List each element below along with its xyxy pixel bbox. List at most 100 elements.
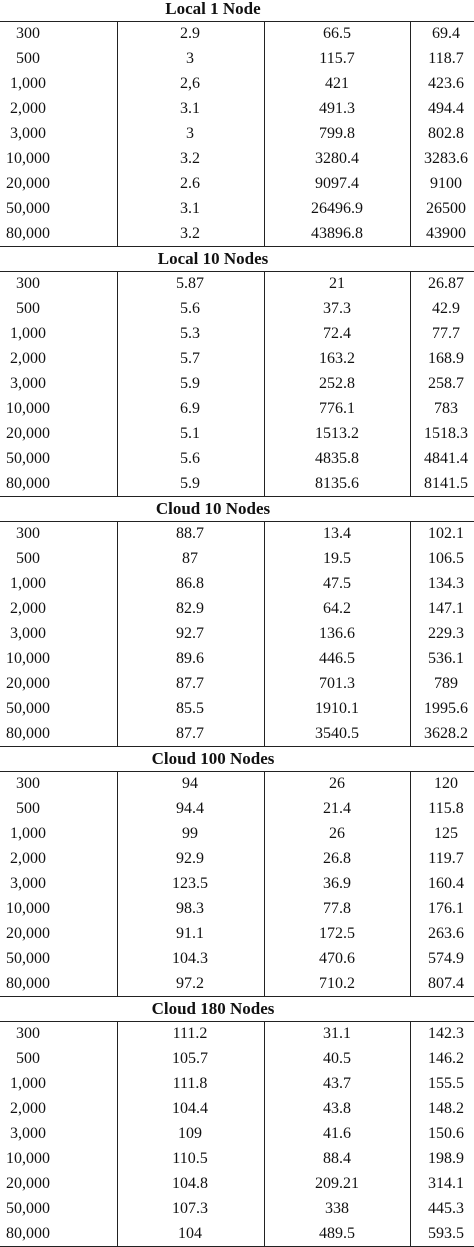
table-cell: 36.9 bbox=[323, 875, 351, 892]
column-rule bbox=[264, 771, 265, 996]
table-cell: 209.21 bbox=[315, 1175, 359, 1192]
table-cell: 106.5 bbox=[428, 550, 464, 567]
table-cell: 5.1 bbox=[180, 425, 200, 442]
column-rule bbox=[264, 1021, 265, 1246]
table-cell: 5.9 bbox=[180, 475, 200, 492]
table-cell: 104.4 bbox=[172, 1100, 208, 1117]
column-rule bbox=[117, 271, 118, 496]
table-cell: 91.1 bbox=[176, 925, 204, 942]
table-cell: 3,000 bbox=[10, 625, 46, 642]
table-cell: 536.1 bbox=[428, 650, 464, 667]
table-cell: 776.1 bbox=[319, 400, 355, 417]
table-cell: 491.3 bbox=[319, 100, 355, 117]
table-cell: 26.87 bbox=[428, 275, 464, 292]
rule bbox=[0, 271, 474, 272]
table-cell: 77.8 bbox=[323, 900, 351, 917]
table-cell: 109 bbox=[178, 1125, 202, 1142]
table-cell: 20,000 bbox=[6, 1175, 50, 1192]
section-title: Cloud 10 Nodes bbox=[155, 499, 271, 518]
table-cell: 168.9 bbox=[428, 350, 464, 367]
table-cell: 229.3 bbox=[428, 625, 464, 642]
table-cell: 160.4 bbox=[428, 875, 464, 892]
section-title: Local 10 Nodes bbox=[157, 249, 269, 268]
table-cell: 1910.1 bbox=[315, 700, 359, 717]
table-cell: 87.7 bbox=[176, 725, 204, 742]
table-cell: 163.2 bbox=[319, 350, 355, 367]
table-cell: 300 bbox=[16, 275, 40, 292]
column-rule bbox=[410, 521, 411, 746]
table-cell: 42.9 bbox=[432, 300, 460, 317]
table-cell: 3628.2 bbox=[424, 725, 468, 742]
table-cell: 64.2 bbox=[323, 600, 351, 617]
table-cell: 50,000 bbox=[6, 1200, 50, 1217]
table-cell: 2.9 bbox=[180, 25, 200, 42]
table-cell: 125 bbox=[434, 825, 458, 842]
table-cell: 300 bbox=[16, 25, 40, 42]
table-cell: 263.6 bbox=[428, 925, 464, 942]
table-cell: 807.4 bbox=[428, 975, 464, 992]
table-cell: 574.9 bbox=[428, 950, 464, 967]
table-cell: 47.5 bbox=[323, 575, 351, 592]
table-cell: 198.9 bbox=[428, 1150, 464, 1167]
table-cell: 500 bbox=[16, 300, 40, 317]
table-cell: 86.8 bbox=[176, 575, 204, 592]
table-cell: 5.7 bbox=[180, 350, 200, 367]
table-cell: 2,000 bbox=[10, 850, 46, 867]
table-cell: 2,6 bbox=[180, 75, 200, 92]
table-cell: 2,000 bbox=[10, 1100, 46, 1117]
table-cell: 134.3 bbox=[428, 575, 464, 592]
table-cell: 119.7 bbox=[428, 850, 464, 867]
table-cell: 26496.9 bbox=[311, 200, 363, 217]
table-cell: 10,000 bbox=[6, 650, 50, 667]
table-cell: 118.7 bbox=[428, 50, 464, 67]
table-cell: 2,000 bbox=[10, 100, 46, 117]
table-cell: 500 bbox=[16, 550, 40, 567]
table-cell: 94 bbox=[182, 775, 198, 792]
table-cell: 3280.4 bbox=[315, 150, 359, 167]
table-cell: 80,000 bbox=[6, 475, 50, 492]
section-title: Cloud 100 Nodes bbox=[151, 749, 275, 768]
table-cell: 142.3 bbox=[428, 1025, 464, 1042]
table-cell: 3.2 bbox=[180, 225, 200, 242]
table-cell: 13.4 bbox=[323, 525, 351, 542]
table-cell: 26 bbox=[329, 775, 345, 792]
table-cell: 88.7 bbox=[176, 525, 204, 542]
table-cell: 446.5 bbox=[319, 650, 355, 667]
table-cell: 72.4 bbox=[323, 325, 351, 342]
table-cell: 107.3 bbox=[172, 1200, 208, 1217]
rule bbox=[0, 746, 474, 747]
column-rule bbox=[264, 271, 265, 496]
table-cell: 136.6 bbox=[319, 625, 355, 642]
table-cell: 1,000 bbox=[10, 825, 46, 842]
table-cell: 5.87 bbox=[176, 275, 204, 292]
column-rule bbox=[117, 521, 118, 746]
table-cell: 31.1 bbox=[323, 1025, 351, 1042]
table-cell: 421 bbox=[325, 75, 349, 92]
table-cell: 77.7 bbox=[432, 325, 460, 342]
rule bbox=[0, 521, 474, 522]
table-cell: 21.4 bbox=[323, 800, 351, 817]
table-cell: 5.6 bbox=[180, 300, 200, 317]
table-cell: 2.6 bbox=[180, 175, 200, 192]
table-cell: 2,000 bbox=[10, 350, 46, 367]
table-cell: 176.1 bbox=[428, 900, 464, 917]
table-cell: 5.6 bbox=[180, 450, 200, 467]
table-cell: 300 bbox=[16, 775, 40, 792]
table-cell: 701.3 bbox=[319, 675, 355, 692]
column-rule bbox=[410, 21, 411, 246]
table-cell: 783 bbox=[434, 400, 458, 417]
table-cell: 10,000 bbox=[6, 400, 50, 417]
table-cell: 10,000 bbox=[6, 900, 50, 917]
table-cell: 1518.3 bbox=[424, 425, 468, 442]
table-cell: 1995.6 bbox=[424, 700, 468, 717]
table-cell: 3283.6 bbox=[424, 150, 468, 167]
table-cell: 470.6 bbox=[319, 950, 355, 967]
table-cell: 148.2 bbox=[428, 1100, 464, 1117]
table-cell: 43900 bbox=[426, 225, 466, 242]
table-cell: 87 bbox=[182, 550, 198, 567]
table-cell: 2,000 bbox=[10, 600, 46, 617]
table-cell: 710.2 bbox=[319, 975, 355, 992]
table-cell: 66.5 bbox=[323, 25, 351, 42]
table-cell: 115.7 bbox=[319, 50, 355, 67]
